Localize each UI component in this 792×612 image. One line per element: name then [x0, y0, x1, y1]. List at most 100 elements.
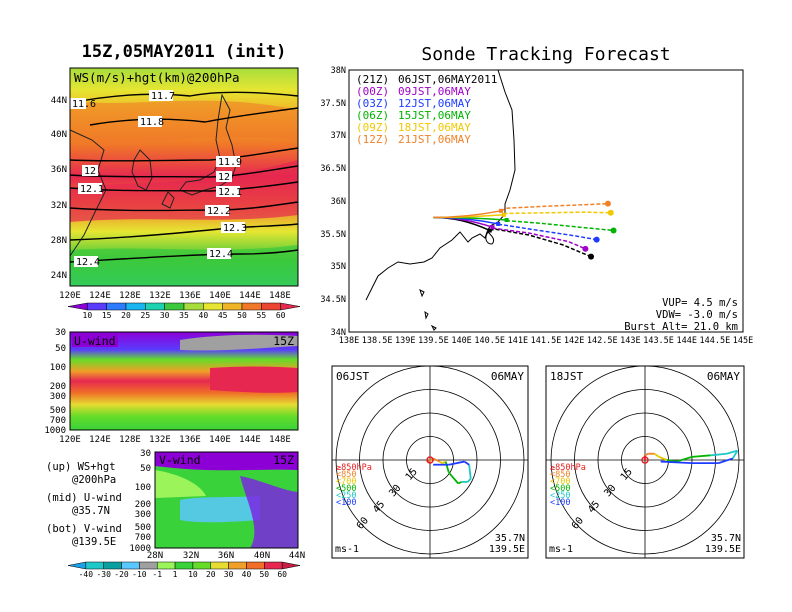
lat-tick: 24N — [51, 271, 67, 281]
lat-tick: 28N — [147, 551, 163, 561]
legend-entry: (06Z) 15JST,06MAY — [356, 109, 471, 122]
lon-tick: 144E — [676, 336, 696, 346]
pressure-tick: 500 — [135, 523, 151, 533]
lon-tick: 143E — [620, 336, 640, 346]
track-title: Sonde Tracking Forecast — [421, 44, 670, 65]
hodo-time: 18JST — [550, 370, 583, 383]
hodograph-segment — [653, 452, 660, 458]
ws-colorbar — [67, 302, 301, 311]
lat-tick: 35.5N — [320, 230, 346, 240]
colorbar-swatch — [67, 302, 88, 311]
colorbar-swatch — [164, 302, 185, 311]
colorbar-tick: 30 — [160, 311, 170, 320]
hodograph-segment — [432, 457, 440, 463]
legend-entry: (21Z) 06JST,06MAY2011 — [356, 73, 497, 86]
lon-tick: 120E — [59, 291, 81, 301]
contour-label: 12 — [84, 166, 96, 177]
pressure-tick: 30 — [140, 449, 151, 459]
pressure-tick: 100 — [50, 363, 66, 373]
pressure-tick: 200 — [50, 382, 66, 392]
landing-point — [604, 200, 611, 207]
contour-label: 12.4 — [209, 249, 233, 260]
colorbar-tick: 15 — [102, 311, 112, 320]
pressure-tick: 700 — [135, 533, 151, 543]
lon-tick: 139.5E — [418, 336, 449, 346]
lat-tick: 28N — [51, 236, 67, 246]
japan-coast — [179, 93, 237, 196]
korea-coast — [131, 149, 153, 191]
hodograph-segment — [666, 459, 677, 463]
lon-tick: 144.5E — [699, 336, 730, 346]
colorbar-tick: 1 — [173, 570, 178, 579]
colorbar-swatch — [281, 561, 301, 570]
hodo-lon: 139.5E — [705, 544, 741, 555]
hodograph-segment — [457, 481, 462, 485]
hodograph-segment — [463, 460, 470, 466]
hodograph-segment — [660, 460, 693, 465]
v-frame — [154, 451, 299, 549]
hodo-legend-entry: <700 — [336, 477, 356, 487]
lon-tick: 132E — [149, 291, 171, 301]
v-low-green — [155, 470, 206, 498]
pressure-tick: 500 — [50, 406, 66, 416]
hodo-legend-entry: <100 — [336, 498, 356, 508]
pressure-tick: 50 — [55, 344, 66, 354]
hodograph-segment — [710, 452, 727, 457]
lat-tick: 40N — [254, 551, 270, 561]
honshu-coastline — [365, 69, 516, 331]
pressure-tick: 1000 — [44, 426, 66, 436]
lon-tick: 128E — [119, 435, 141, 445]
lat-tick: 44N — [289, 551, 305, 561]
hodograph-segment — [438, 460, 443, 464]
hodo-time: 06JST — [336, 370, 369, 383]
colorbar-tick: 60 — [277, 570, 287, 579]
track-descent-line — [500, 202, 608, 212]
pressure-tick: 100 — [135, 483, 151, 493]
colorbar-tick: 35 — [179, 311, 189, 320]
u-wind-label: U-wind — [74, 334, 116, 348]
colorbar-tick: -20 — [114, 570, 129, 579]
u-frame — [69, 331, 299, 431]
landing-point — [582, 245, 589, 252]
wind-colorbar — [67, 561, 301, 570]
lat-tick: 34N — [331, 328, 346, 338]
lon-tick: 141E — [508, 336, 528, 346]
v-right-purple — [240, 476, 298, 548]
map-frame — [69, 67, 299, 287]
track-descent-line — [489, 228, 592, 258]
kyushu-coast — [161, 191, 175, 209]
landing-point — [588, 253, 595, 260]
pressure-tick: 1000 — [129, 544, 151, 554]
contour-label: 11.6 — [72, 99, 96, 110]
v-wind-label: V-wind — [159, 453, 201, 467]
colorbar-tick: 55 — [257, 311, 267, 320]
colorbar-tick: 50 — [259, 570, 269, 579]
legend-entry: (00Z) 09JST,06MAY — [356, 85, 471, 98]
lat-tick: 37.5N — [320, 99, 346, 109]
hodograph-segment — [658, 456, 668, 461]
colorbar-swatch — [280, 302, 301, 311]
hodo-legend-entry: <100 — [550, 498, 570, 508]
colorbar-swatch — [156, 561, 176, 570]
contour-label: 12.1 — [80, 184, 104, 195]
colorbar-tick: -30 — [96, 570, 111, 579]
hodograph-segment — [718, 457, 734, 464]
colorbar-swatch — [264, 561, 283, 570]
hodo-lat: 35.7N — [495, 533, 525, 544]
burst-point — [487, 228, 492, 233]
landing-point — [610, 227, 617, 234]
u-time-label: 15Z — [273, 334, 294, 348]
hodo-unit: ms-1 — [335, 544, 359, 555]
contour-label-boxes — [70, 90, 245, 267]
colorbar-swatch — [106, 302, 127, 311]
pressure-tick: 200 — [135, 500, 151, 510]
hodo-legend-entry: ≥850hPa — [550, 463, 586, 473]
colorbar-tick: -1 — [152, 570, 162, 579]
v-time-label: 15Z — [273, 453, 294, 467]
hodo-ring — [597, 412, 693, 508]
hodograph-segment — [726, 449, 738, 455]
colorbar-swatch — [103, 561, 122, 570]
lon-tick: 128E — [119, 291, 141, 301]
